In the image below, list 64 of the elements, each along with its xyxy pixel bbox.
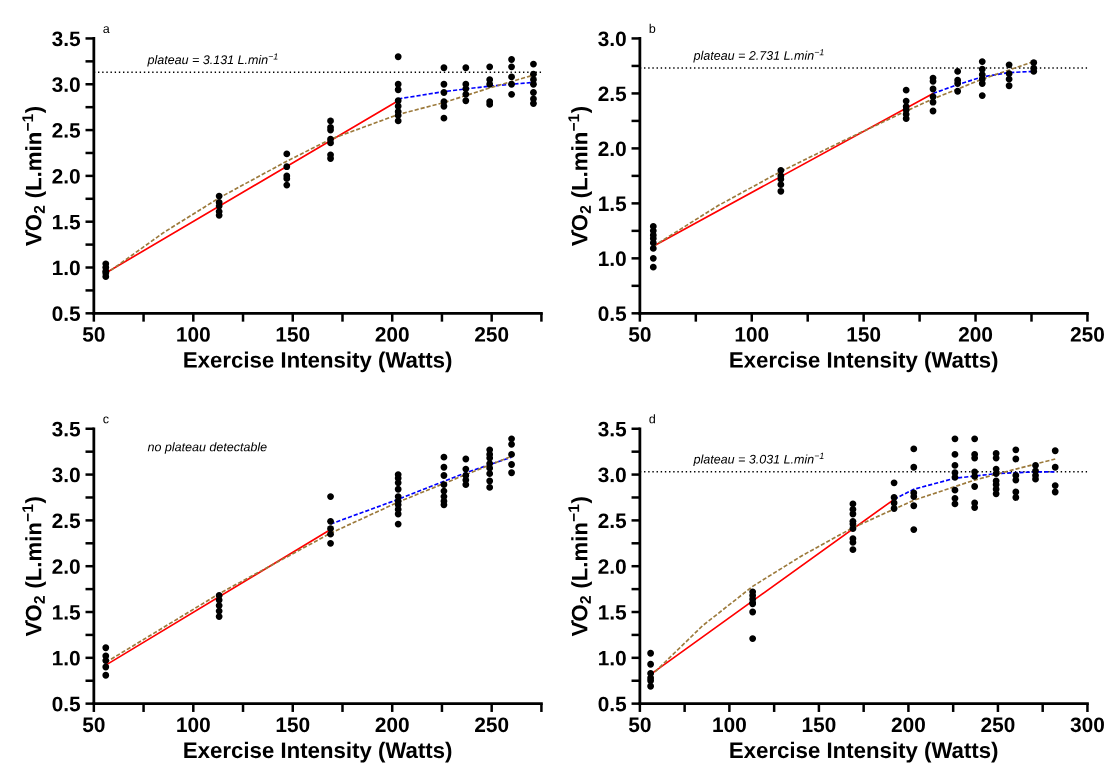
y-axis-title: V̇O$_{2}$ (L.min$^{−1}$) [22, 497, 46, 637]
y-tick-label: 2.0 [52, 168, 80, 184]
x-tick-label: 150 [276, 327, 310, 342]
ref-line-label: plateau = 2.731 L.min$^{−1}$ [693, 49, 824, 63]
x-tick-label: 100 [177, 327, 210, 342]
y-tick-label: 1.0 [599, 650, 626, 666]
y-tick-label: 0.5 [598, 696, 627, 712]
y-tick-label: 3.5 [598, 421, 627, 437]
y-tick-label: 3.0 [52, 77, 80, 93]
x-tick-label: 150 [802, 717, 836, 733]
chart-title: a [103, 26, 110, 34]
chart-title: c [103, 416, 109, 424]
y-tick-label: 2.5 [52, 513, 81, 529]
x-tick-label: 100 [713, 717, 746, 733]
x-tick-label: 250 [1070, 327, 1104, 342]
y-axis-title: V̇O$_{2}$ (L.min$^{−1}$) [22, 106, 46, 246]
x-tick-label: 250 [475, 717, 509, 733]
x-tick-label: 50 [82, 717, 105, 733]
y-tick-label: 2.5 [598, 513, 627, 529]
y-tick-label: 1.0 [53, 650, 80, 666]
x-tick-label: 250 [981, 717, 1015, 733]
x-tick-label: 200 [891, 717, 925, 733]
x-tick-label: 200 [958, 327, 993, 342]
y-tick-label: 2.0 [52, 559, 80, 574]
x-axis-title: Exercise Intensity (Watts) [184, 741, 452, 763]
ref-line-label: plateau = 3.131 L.min$^{−1}$ [147, 53, 278, 67]
ref-line-label: plateau = 3.031 L.min$^{−1}$ [693, 452, 824, 467]
y-tick-label: 2.5 [52, 123, 81, 138]
x-tick-label: 100 [735, 327, 769, 342]
x-axis-title: Exercise Intensity (Watts) [184, 351, 452, 373]
y-tick-label: 1.5 [53, 214, 81, 230]
y-tick-label: 3.5 [52, 421, 81, 437]
x-tick-label: 50 [628, 327, 651, 342]
y-tick-label: 3.0 [52, 467, 80, 483]
y-tick-label: 2.5 [598, 86, 627, 102]
x-tick-label: 250 [475, 327, 509, 342]
y-axis-title: V̇O$_{2}$ (L.min$^{−1}$) [568, 497, 592, 637]
annotation: no plateau detectable [147, 442, 267, 454]
x-axis-title: Exercise Intensity (Watts) [730, 351, 998, 373]
x-tick-label: 150 [276, 717, 310, 733]
y-tick-label: 3.5 [52, 31, 81, 47]
y-tick-label: 1.0 [53, 260, 80, 276]
y-tick-label: 0.5 [598, 306, 627, 322]
chart-title: b [649, 23, 656, 34]
y-tick-label: 1.5 [53, 605, 81, 620]
y-axis-title: V̇O$_{2}$ (L.min$^{−1}$) [568, 106, 592, 246]
y-tick-label: 3.0 [598, 467, 626, 483]
y-tick-label: 3.0 [598, 31, 626, 47]
x-axis-title: Exercise Intensity (Watts) [730, 741, 998, 763]
x-tick-label: 100 [177, 717, 210, 733]
x-tick-label: 300 [1070, 717, 1104, 733]
chart-title: d [649, 414, 655, 424]
y-tick-label: 0.5 [52, 696, 81, 712]
y-tick-label: 0.5 [52, 306, 81, 322]
x-tick-label: 200 [375, 327, 409, 342]
y-tick-label: 1.5 [599, 196, 627, 212]
x-tick-label: 50 [82, 327, 105, 342]
x-tick-label: 50 [628, 717, 651, 733]
y-tick-label: 1.0 [599, 251, 626, 267]
x-tick-label: 200 [375, 717, 409, 733]
y-tick-label: 1.5 [599, 605, 627, 620]
x-tick-label: 150 [847, 327, 881, 342]
y-tick-label: 2.0 [598, 141, 626, 157]
y-tick-label: 2.0 [598, 559, 626, 574]
